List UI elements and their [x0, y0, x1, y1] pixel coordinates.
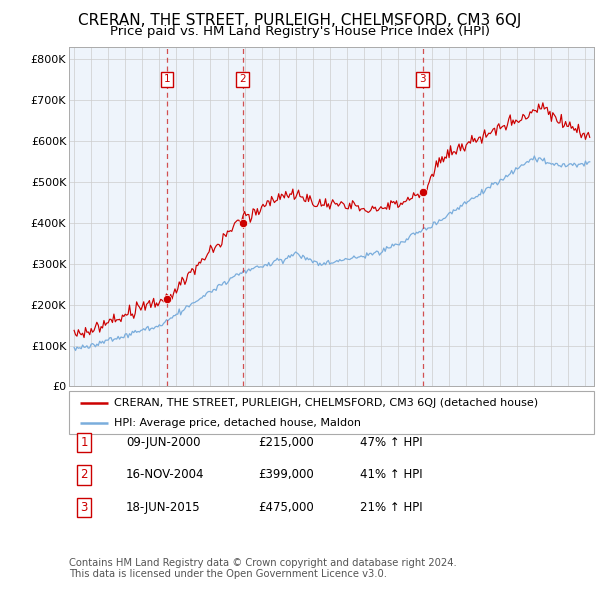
Text: 47% ↑ HPI: 47% ↑ HPI	[360, 436, 422, 449]
Text: £215,000: £215,000	[258, 436, 314, 449]
Text: 2: 2	[80, 468, 88, 481]
Text: 1: 1	[164, 74, 170, 84]
Text: HPI: Average price, detached house, Maldon: HPI: Average price, detached house, Mald…	[113, 418, 361, 428]
Text: CRERAN, THE STREET, PURLEIGH, CHELMSFORD, CM3 6QJ (detached house): CRERAN, THE STREET, PURLEIGH, CHELMSFORD…	[113, 398, 538, 408]
Text: 3: 3	[80, 501, 88, 514]
Text: 41% ↑ HPI: 41% ↑ HPI	[360, 468, 422, 481]
Text: Price paid vs. HM Land Registry's House Price Index (HPI): Price paid vs. HM Land Registry's House …	[110, 25, 490, 38]
Text: 3: 3	[419, 74, 426, 84]
Text: 09-JUN-2000: 09-JUN-2000	[126, 436, 200, 449]
Text: £399,000: £399,000	[258, 468, 314, 481]
FancyBboxPatch shape	[69, 391, 594, 434]
Text: Contains HM Land Registry data © Crown copyright and database right 2024.
This d: Contains HM Land Registry data © Crown c…	[69, 558, 457, 579]
Text: 1: 1	[80, 436, 88, 449]
Text: £475,000: £475,000	[258, 501, 314, 514]
Text: 2: 2	[239, 74, 246, 84]
Text: 21% ↑ HPI: 21% ↑ HPI	[360, 501, 422, 514]
Text: CRERAN, THE STREET, PURLEIGH, CHELMSFORD, CM3 6QJ: CRERAN, THE STREET, PURLEIGH, CHELMSFORD…	[79, 13, 521, 28]
Text: 18-JUN-2015: 18-JUN-2015	[126, 501, 200, 514]
Text: 16-NOV-2004: 16-NOV-2004	[126, 468, 205, 481]
